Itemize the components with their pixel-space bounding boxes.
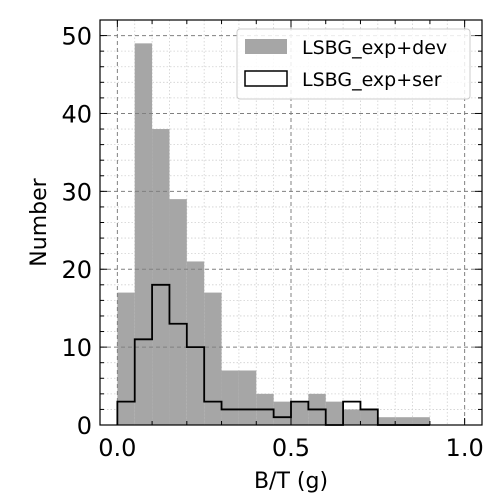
- series-exp-ser-step-line: [116, 283, 430, 426]
- histogram-bar: [238, 370, 257, 425]
- y-tick-label: 40: [61, 100, 92, 128]
- y-tick-label: 30: [61, 178, 92, 206]
- x-tick-label: 1.0: [446, 434, 484, 462]
- x-tick-label: 0.0: [98, 434, 136, 462]
- y-tick-label: 10: [61, 334, 92, 362]
- histogram-bar: [360, 409, 378, 425]
- y-tick-label: 50: [61, 23, 92, 51]
- histogram-bar: [117, 292, 135, 425]
- histogram-bar: [412, 417, 430, 425]
- y-tick-label: 0: [77, 412, 92, 440]
- histogram-bar: [134, 43, 153, 425]
- histogram-bar: [343, 409, 361, 425]
- histogram-bar: [169, 199, 187, 425]
- axis-tick-labels: 0.0 0.5 1.0 0 10 20 30 40 50: [61, 23, 483, 462]
- major-gridlines: [100, 20, 482, 425]
- histogram-bar: [291, 401, 309, 425]
- histogram-bar: [186, 261, 205, 425]
- axis-ticks: [100, 19, 482, 426]
- y-axis-label: Number: [27, 177, 52, 266]
- legend-swatch-exp-dev: [245, 39, 287, 54]
- legend-box: [236, 28, 471, 100]
- histogram-bar: [377, 417, 396, 425]
- histogram-bar: [395, 417, 413, 425]
- legend-label-exp-dev: LSBG_exp+dev: [302, 37, 447, 59]
- histogram-bar: [325, 401, 344, 425]
- histogram-bar: [221, 370, 239, 425]
- legend: LSBG_exp+dev LSBG_exp+ser: [236, 28, 471, 100]
- legend-label-exp-ser: LSBG_exp+ser: [302, 69, 442, 91]
- legend-swatch-exp-ser: [244, 70, 288, 87]
- y-tick-label: 20: [61, 256, 92, 284]
- series-exp-dev-bars: [117, 43, 430, 426]
- histogram-bar: [152, 129, 170, 426]
- histogram-bar: [273, 401, 291, 425]
- histogram-bar: [204, 292, 222, 425]
- x-tick-label: 0.5: [272, 434, 310, 462]
- x-axis-label: B/T (g): [254, 469, 328, 494]
